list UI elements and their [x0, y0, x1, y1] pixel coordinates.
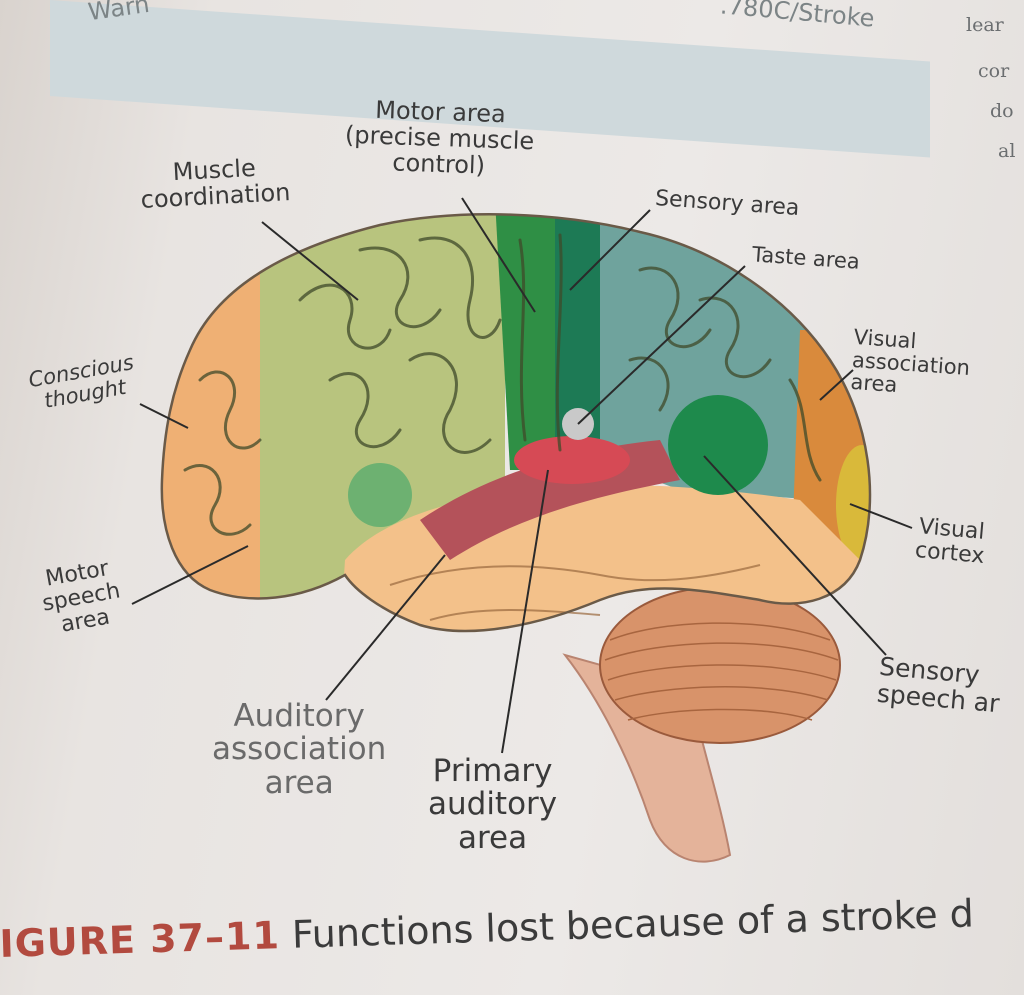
- label-line: Primary: [428, 755, 557, 788]
- label-auditory-association: Auditory association area: [212, 700, 386, 800]
- label-primary-auditory: Primary auditory area: [428, 755, 557, 855]
- label-sensory-speech: Sensory speech ar: [876, 653, 1003, 717]
- label-line: auditory: [428, 788, 557, 821]
- label-visual-cortex: Visual cortex: [914, 515, 987, 568]
- label-line: association: [212, 733, 386, 766]
- motor-speech-region: [348, 463, 412, 527]
- figure-number: IGURE 37–11: [0, 913, 281, 966]
- label-line: Auditory: [212, 700, 386, 733]
- label-muscle-coordination: Muscle coordination: [139, 154, 291, 214]
- frontal-lobe-region: [150, 200, 270, 620]
- sensory-speech-region: [668, 395, 768, 495]
- label-motor-speech: Motor speech area: [36, 556, 126, 640]
- label-line: area: [428, 822, 557, 855]
- label-motor-area: Motor area (precise muscle control): [344, 97, 536, 181]
- primary-auditory-region: [514, 436, 630, 484]
- label-line: area: [212, 767, 386, 800]
- label-visual-association: Visual association area: [850, 326, 973, 402]
